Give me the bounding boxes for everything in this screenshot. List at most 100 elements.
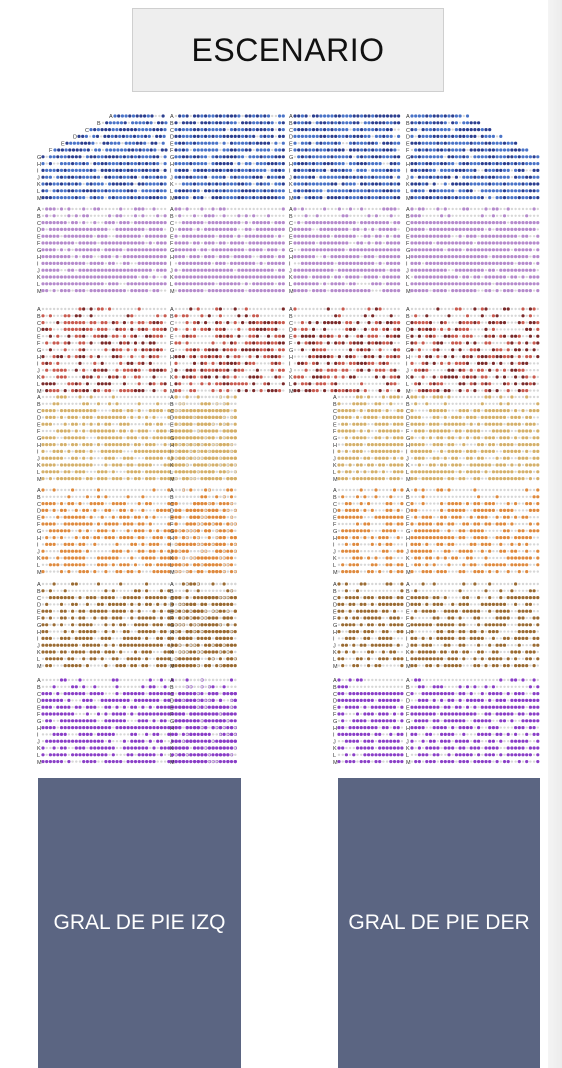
seat-available[interactable] — [200, 268, 204, 272]
seat-available[interactable] — [137, 307, 141, 311]
seat-available[interactable] — [263, 168, 267, 172]
seat-available[interactable] — [443, 128, 447, 132]
seat-available[interactable] — [458, 289, 462, 293]
seat-available[interactable] — [397, 134, 401, 138]
seat-available[interactable] — [440, 268, 444, 272]
seat-available[interactable] — [491, 268, 495, 272]
seat-available[interactable] — [93, 168, 97, 172]
seat-available[interactable] — [393, 368, 397, 372]
seat-available[interactable] — [499, 261, 503, 265]
seat-available[interactable] — [414, 189, 418, 193]
seat-available[interactable] — [147, 134, 151, 138]
seat-available[interactable] — [115, 255, 119, 259]
seat-available[interactable] — [414, 261, 418, 265]
seat-available[interactable] — [374, 221, 378, 225]
seat-available[interactable] — [237, 382, 241, 386]
seat-available[interactable] — [378, 355, 382, 359]
seat-available[interactable] — [502, 355, 507, 359]
seat-available[interactable] — [211, 341, 215, 345]
seat-available[interactable] — [152, 182, 156, 186]
seat-available[interactable] — [293, 307, 297, 311]
seat-available[interactable] — [130, 327, 134, 331]
seat-available[interactable] — [536, 196, 540, 200]
seat-available[interactable] — [200, 168, 204, 172]
seat-available[interactable] — [93, 207, 97, 211]
seat-available[interactable] — [352, 355, 356, 359]
seat-available[interactable] — [56, 282, 60, 286]
seat-available[interactable] — [104, 341, 108, 345]
seat-available[interactable] — [237, 182, 241, 186]
seat-available[interactable] — [115, 241, 119, 245]
seat-available[interactable] — [308, 261, 312, 265]
seat-available[interactable] — [536, 162, 540, 166]
seat-available[interactable] — [248, 234, 252, 238]
seat-available[interactable] — [189, 128, 193, 132]
seat-available[interactable] — [528, 248, 533, 252]
seat-available[interactable] — [334, 134, 338, 138]
seat-available[interactable] — [300, 141, 304, 145]
seat-available[interactable] — [211, 121, 215, 125]
seat-available[interactable] — [363, 162, 367, 166]
seat-available[interactable] — [397, 282, 401, 286]
seat-available[interactable] — [488, 275, 492, 279]
seat-available[interactable] — [341, 255, 345, 259]
seat-available[interactable] — [237, 214, 241, 218]
seat-available[interactable] — [122, 241, 126, 245]
seat-available[interactable] — [389, 168, 393, 172]
seat-available[interactable] — [122, 227, 126, 231]
seat-available[interactable] — [156, 314, 160, 318]
seat-available[interactable] — [71, 241, 75, 245]
seat-available[interactable] — [356, 275, 360, 279]
seat-available[interactable] — [233, 355, 237, 359]
seat-available[interactable] — [266, 227, 271, 231]
seat-available[interactable] — [326, 361, 330, 365]
seat-available[interactable] — [100, 196, 104, 200]
seat-available[interactable] — [241, 348, 245, 352]
seat-available[interactable] — [252, 168, 256, 172]
seat-available[interactable] — [473, 307, 477, 311]
seat-available[interactable] — [393, 334, 397, 338]
seat-available[interactable] — [141, 275, 145, 279]
seat-available[interactable] — [315, 282, 319, 286]
seat-available[interactable] — [499, 355, 503, 359]
seat-available[interactable] — [319, 134, 323, 138]
seat-available[interactable] — [371, 355, 375, 359]
seat-available[interactable] — [510, 148, 514, 152]
seat-available[interactable] — [233, 221, 237, 225]
seat-available[interactable] — [393, 355, 397, 359]
seat-available[interactable] — [425, 148, 429, 152]
seat-available[interactable] — [341, 289, 345, 293]
seat-available[interactable] — [237, 114, 241, 118]
seat-available[interactable] — [111, 282, 115, 286]
seat-available[interactable] — [237, 361, 241, 365]
seat-available[interactable] — [428, 241, 433, 245]
seat-available[interactable] — [189, 134, 193, 138]
seat-available[interactable] — [148, 334, 152, 338]
seat-available[interactable] — [237, 334, 241, 338]
seat-available[interactable] — [204, 275, 208, 279]
seat-available[interactable] — [111, 182, 115, 186]
seat-available[interactable] — [371, 114, 375, 118]
seat-available[interactable] — [510, 241, 514, 245]
seat-available[interactable] — [528, 321, 533, 325]
seat-available[interactable] — [104, 382, 108, 386]
seat-available[interactable] — [89, 289, 93, 293]
seat-available[interactable] — [440, 221, 444, 225]
seat-available[interactable] — [174, 189, 178, 193]
seat-available[interactable] — [330, 227, 334, 231]
seat-available[interactable] — [506, 141, 510, 145]
seat-available[interactable] — [432, 334, 436, 338]
seat-available[interactable] — [326, 261, 330, 265]
seat-available[interactable] — [521, 241, 525, 245]
seat-available[interactable] — [207, 114, 211, 118]
seat-available[interactable] — [484, 134, 488, 138]
seat-available[interactable] — [96, 162, 101, 166]
seat-available[interactable] — [510, 355, 514, 359]
seat-available[interactable] — [266, 275, 271, 279]
seat-available[interactable] — [488, 341, 492, 345]
seat-available[interactable] — [458, 261, 462, 265]
seat-available[interactable] — [148, 255, 152, 259]
seat-available[interactable] — [122, 234, 126, 238]
seat-available[interactable] — [462, 368, 466, 372]
seat-available[interactable] — [41, 196, 45, 200]
